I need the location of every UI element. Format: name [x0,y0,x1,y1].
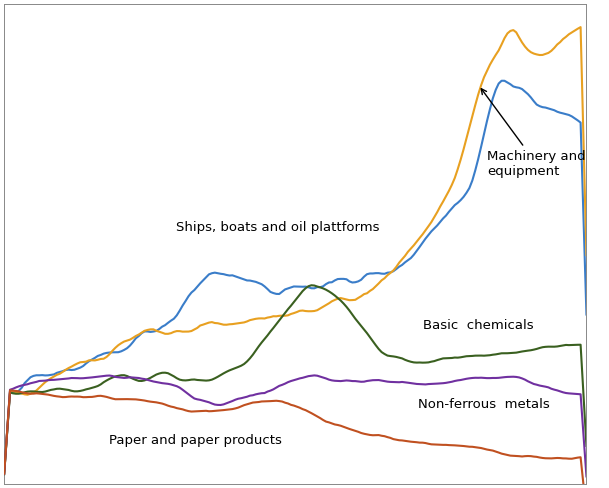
Text: Basic  chemicals: Basic chemicals [423,319,534,331]
Text: Machinery and
equipment: Machinery and equipment [481,89,586,178]
Text: Paper and paper products: Paper and paper products [109,434,282,447]
Text: Non-ferrous  metals: Non-ferrous metals [418,398,549,411]
Text: Ships, boats and oil plattforms: Ships, boats and oil plattforms [176,221,379,234]
